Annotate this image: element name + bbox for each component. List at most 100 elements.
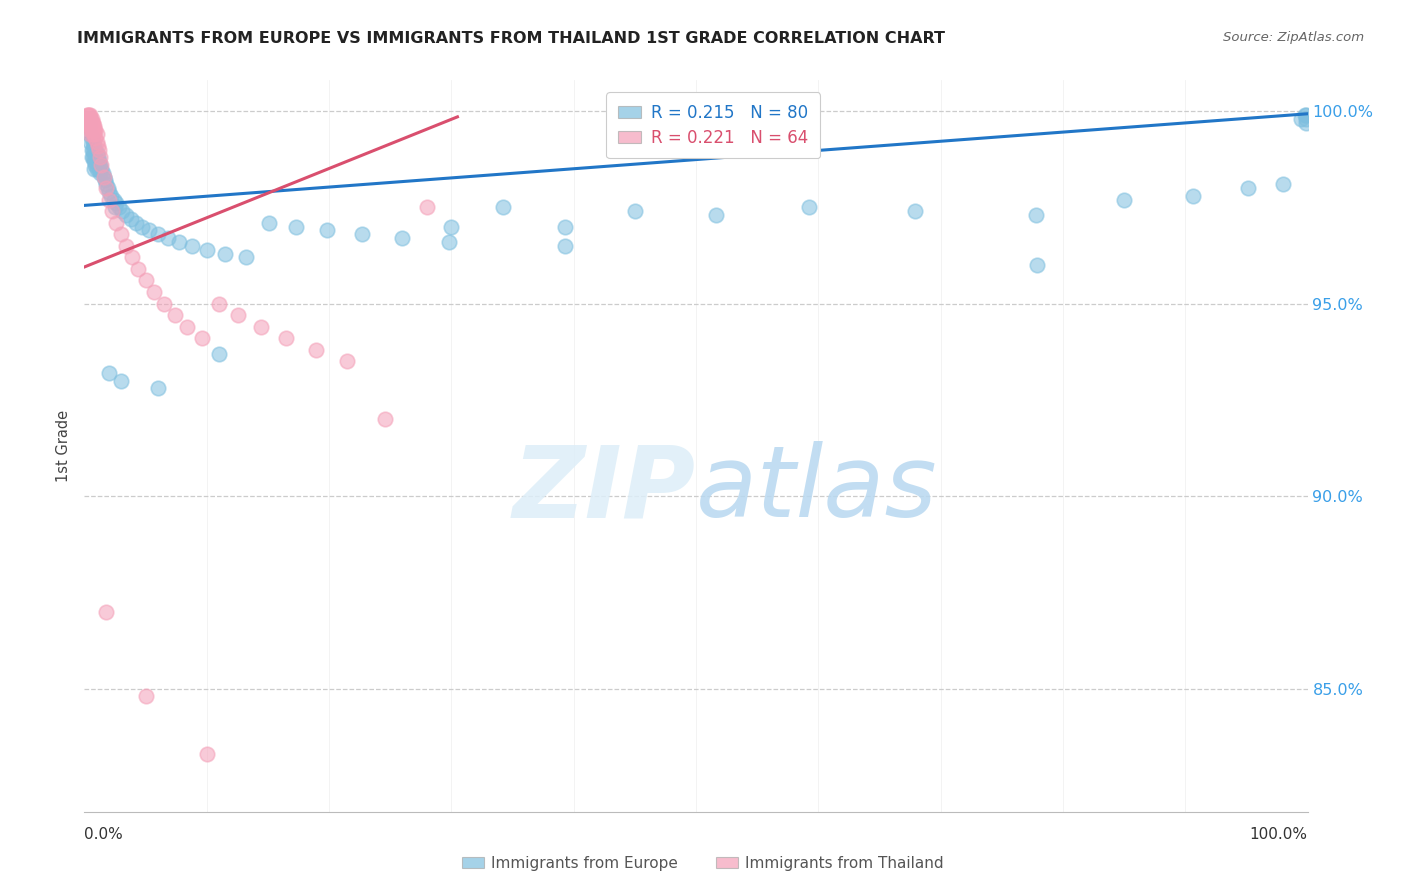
Point [79,127,101,141]
Point [156,231,179,245]
Point [181,239,204,253]
Point [125,216,148,230]
Point [77,108,100,122]
Point [214,246,236,260]
Point [304,343,326,357]
Point [904,204,927,219]
Point [624,204,647,219]
Point [167,235,190,249]
Point [97,181,120,195]
Point [79,108,101,122]
Point [87,143,110,157]
Point [93,169,115,184]
Point [100,188,122,202]
Text: atlas: atlas [696,442,938,539]
Point [97,185,120,199]
Point [1295,115,1317,129]
Point [1291,112,1313,126]
Point [111,204,134,219]
Point [80,131,103,145]
Legend: Immigrants from Europe, Immigrants from Thailand: Immigrants from Europe, Immigrants from … [456,850,950,877]
Point [87,158,110,172]
Point [115,239,138,253]
Point [103,193,125,207]
Point [77,112,100,126]
Point [82,120,104,134]
Point [77,112,100,126]
Point [235,251,257,265]
Point [83,120,105,134]
Point [84,150,107,164]
Point [83,138,105,153]
Point [93,169,115,184]
Point [86,127,108,141]
Point [107,200,129,214]
Point [86,135,108,149]
Point [146,227,169,242]
Point [350,227,373,242]
Point [89,158,111,172]
Point [1236,181,1258,195]
Point [704,208,727,222]
Point [391,231,413,245]
Point [257,216,280,230]
Point [195,243,218,257]
Text: Source: ZipAtlas.com: Source: ZipAtlas.com [1223,31,1364,45]
Point [163,308,186,322]
Point [86,161,108,176]
Point [87,150,110,164]
Point [82,143,104,157]
Point [127,261,149,276]
Point [1026,258,1049,272]
Point [79,123,101,137]
Point [79,120,101,134]
Point [80,115,103,129]
Point [110,374,132,388]
Point [437,235,460,249]
Point [79,112,101,126]
Point [208,296,231,310]
Point [82,135,104,149]
Point [110,227,132,242]
Point [135,273,157,287]
Point [89,150,111,164]
Point [554,219,576,234]
Point [208,346,231,360]
Point [1294,108,1316,122]
Point [90,158,112,172]
Point [1114,193,1136,207]
Point [1295,108,1317,122]
Point [1272,178,1295,192]
Point [131,219,153,234]
Point [79,135,101,149]
Point [138,223,160,237]
Point [84,123,107,137]
Point [79,112,101,126]
Point [77,108,100,122]
Point [80,123,103,137]
Point [84,131,107,145]
Point [101,204,124,219]
Point [80,143,103,157]
Point [86,146,108,161]
Point [84,158,107,172]
Point [416,200,439,214]
Point [440,219,463,234]
Point [79,115,101,129]
Point [80,120,103,134]
Point [97,193,120,207]
Point [82,127,104,141]
Legend: R = 0.215   N = 80, R = 0.221   N = 64: R = 0.215 N = 80, R = 0.221 N = 64 [606,92,820,158]
Point [87,154,110,169]
Text: IMMIGRANTS FROM EUROPE VS IMMIGRANTS FROM THAILAND 1ST GRADE CORRELATION CHART: IMMIGRANTS FROM EUROPE VS IMMIGRANTS FRO… [77,31,945,46]
Point [121,251,143,265]
Point [77,115,100,129]
Y-axis label: 1st Grade: 1st Grade [56,410,72,482]
Point [91,166,114,180]
Point [96,178,118,192]
Point [89,166,111,180]
Point [76,108,98,122]
Point [120,211,142,226]
Point [87,138,110,153]
Point [228,308,250,322]
